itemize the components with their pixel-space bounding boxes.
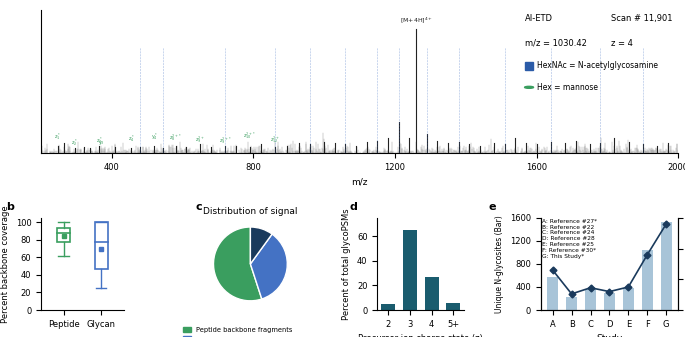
Text: z$_1^*$: z$_1^*$ <box>54 132 61 143</box>
Y-axis label: Percent backbone coverage: Percent backbone coverage <box>1 205 10 323</box>
Text: [M+4H]$^{4+}$: [M+4H]$^{4+}$ <box>400 16 433 25</box>
Text: z$_{10}^{2+*}$: z$_{10}^{2+*}$ <box>243 130 256 141</box>
Text: z$_2^*$: z$_2^*$ <box>71 137 78 148</box>
Bar <box>660 222 672 310</box>
Bar <box>566 297 577 310</box>
Bar <box>547 277 558 310</box>
Text: Hex = mannose: Hex = mannose <box>537 83 598 92</box>
Title: Distribution of signal: Distribution of signal <box>203 207 298 216</box>
X-axis label: Precursor ion charge state (z): Precursor ion charge state (z) <box>358 334 483 337</box>
Bar <box>642 249 653 310</box>
Text: AI-ETD: AI-ETD <box>525 14 553 23</box>
Bar <box>425 277 438 310</box>
Text: A: Reference #27*
B: Reference #22
C: Reference #24
D: Reference #28
E: Referenc: A: Reference #27* B: Reference #22 C: Re… <box>542 219 597 258</box>
Wedge shape <box>214 227 262 301</box>
Bar <box>403 230 417 310</box>
Text: Scan # 11,901: Scan # 11,901 <box>611 14 673 23</box>
Bar <box>585 289 596 310</box>
Y-axis label: Unique N-glycosites (Bar): Unique N-glycosites (Bar) <box>495 215 504 313</box>
Text: z$_4^*$: z$_4^*$ <box>128 134 135 145</box>
Bar <box>95 222 108 269</box>
Bar <box>603 293 615 310</box>
Bar <box>623 288 634 310</box>
Text: c: c <box>195 203 201 212</box>
Bar <box>446 303 460 310</box>
Bar <box>525 62 533 70</box>
Circle shape <box>525 86 534 88</box>
X-axis label: m/z: m/z <box>351 177 368 186</box>
Bar <box>57 228 70 242</box>
Text: e: e <box>488 203 496 212</box>
Y-axis label: Percent of total glycoPSMs: Percent of total glycoPSMs <box>342 208 351 320</box>
Text: d: d <box>349 203 358 212</box>
Text: z$_{12}^{2+}$: z$_{12}^{2+}$ <box>270 134 279 145</box>
Text: z$_9^{2+*}$: z$_9^{2+*}$ <box>219 135 232 146</box>
Text: z = 4: z = 4 <box>611 39 633 48</box>
Text: HexNAc = N-acetylglycosamine: HexNAc = N-acetylglycosamine <box>537 61 658 70</box>
Text: z$_3^*$: z$_3^*$ <box>96 135 103 146</box>
Text: y$_4^*$: y$_4^*$ <box>151 131 158 142</box>
Wedge shape <box>251 227 272 264</box>
Text: m/z = 1030.42: m/z = 1030.42 <box>525 39 587 48</box>
Text: a: a <box>28 0 36 1</box>
Bar <box>381 304 395 310</box>
Text: b: b <box>6 203 14 212</box>
Wedge shape <box>251 234 287 299</box>
X-axis label: Study: Study <box>597 334 623 337</box>
Text: z$_{8}^{2+*}$: z$_{8}^{2+*}$ <box>169 132 182 143</box>
Legend: Peptide backbone fragments, Y-Ions (peptide+[glycan fragments]), Glycan B-ions/o: Peptide backbone fragments, Y-Ions (pept… <box>180 324 321 337</box>
Text: y$_3$: y$_3$ <box>98 139 105 147</box>
Text: z$_9^{2+}$: z$_9^{2+}$ <box>195 134 206 145</box>
